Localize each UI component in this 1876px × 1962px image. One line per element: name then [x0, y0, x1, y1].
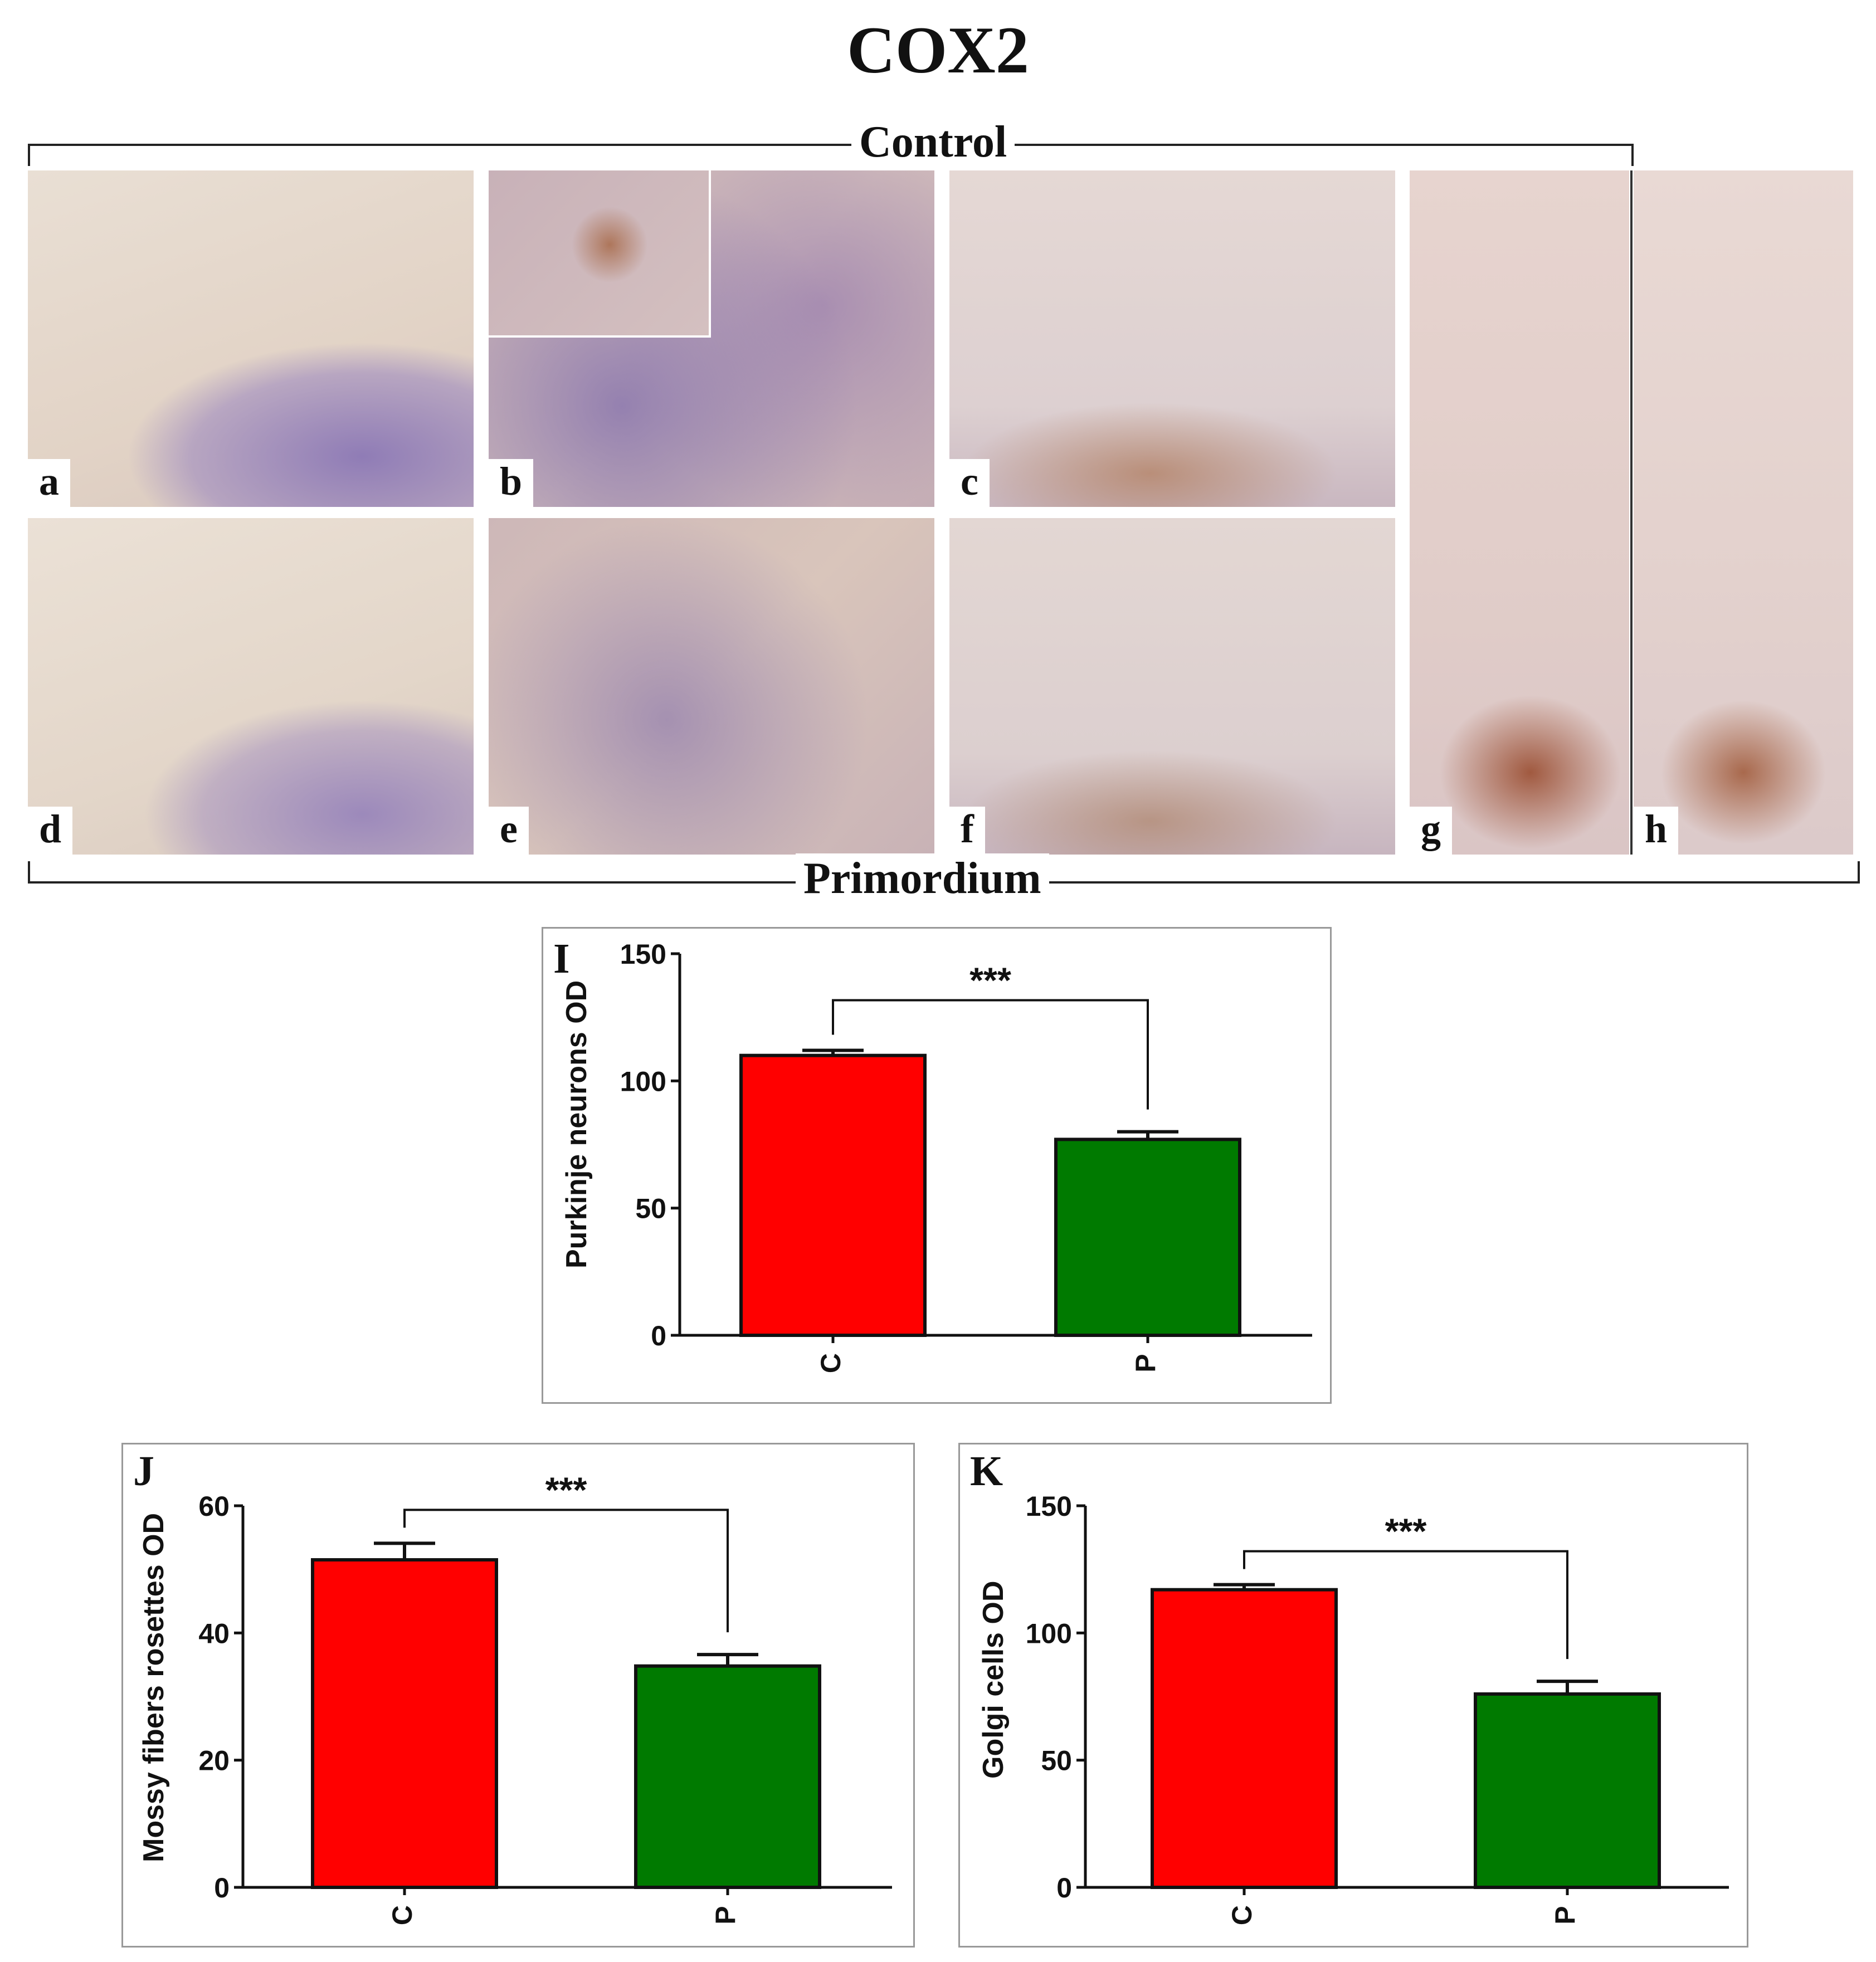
y-tick-label: 40 — [198, 1618, 230, 1649]
chart-I: 0 50 100 150 C P *** — [620, 939, 1312, 1373]
x-tick-label: C — [1226, 1905, 1258, 1925]
micrograph-b-inset — [489, 170, 711, 338]
panel-label-a: a — [28, 459, 70, 507]
figure-title: COX2 — [847, 13, 1029, 87]
panel-label-d: d — [28, 807, 73, 855]
x-tick-label: P — [1130, 1354, 1161, 1372]
chart-I-label: I — [553, 935, 570, 982]
micrograph-b: b — [489, 170, 934, 507]
panel-label-c: c — [949, 459, 990, 507]
y-tick-label: 60 — [198, 1491, 230, 1522]
bar — [634, 1664, 821, 1889]
bar — [739, 1053, 927, 1338]
chart-box-K: 0 50 100 150 C P *** K Golgi cells OD — [958, 1443, 1748, 1948]
panel-divider — [1630, 170, 1633, 855]
micrograph-e: e — [489, 518, 934, 855]
micrograph-f: f — [949, 518, 1395, 855]
bar — [311, 1558, 498, 1889]
significance-bracket — [1243, 1550, 1568, 1660]
x-tick-label: C — [387, 1905, 418, 1925]
control-bracket — [28, 144, 1634, 166]
y-tick-label: 50 — [1041, 1745, 1072, 1776]
x-tick-label: P — [1549, 1906, 1581, 1924]
chart-J: 0 20 40 60 C P *** — [198, 1470, 892, 1925]
panel-label-h: h — [1634, 807, 1679, 855]
y-tick-label: 150 — [620, 939, 666, 970]
significance-label: *** — [545, 1470, 587, 1510]
significance-label: *** — [1385, 1511, 1427, 1551]
panel-label-b: b — [489, 459, 534, 507]
y-tick-label: 50 — [635, 1193, 666, 1224]
y-tick-label: 0 — [651, 1320, 666, 1351]
y-tick-label: 0 — [214, 1872, 230, 1904]
chart-K: 0 50 100 150 C P *** — [1026, 1491, 1729, 1925]
panel-label-g: g — [1410, 807, 1452, 855]
chart-box-J: 0 20 40 60 C P *** J Mossy fibers rosettes OD — [121, 1443, 915, 1948]
significance-bracket — [832, 999, 1149, 1110]
x-tick-label: C — [815, 1353, 846, 1373]
significance-label: *** — [969, 960, 1011, 1000]
micrograph-c: c — [949, 170, 1395, 507]
bar — [1151, 1588, 1338, 1889]
bar — [1054, 1138, 1241, 1337]
panel-label-f: f — [949, 807, 985, 855]
control-group-label: Control — [851, 117, 1015, 167]
y-tick-label: 100 — [620, 1066, 666, 1097]
micrograph-g: g — [1410, 170, 1629, 855]
micrograph-a: a — [28, 170, 474, 507]
micrograph-h: h — [1634, 170, 1853, 855]
chart-J-label: J — [133, 1448, 154, 1495]
panel-label-e: e — [489, 807, 529, 855]
chart-K-label: K — [970, 1448, 1003, 1495]
bar — [1474, 1692, 1661, 1889]
chart-K-ylabel: Golgi cells OD — [977, 1580, 1010, 1779]
x-tick-label: P — [710, 1906, 741, 1924]
significance-bracket — [403, 1509, 729, 1633]
y-tick-label: 20 — [198, 1745, 230, 1776]
y-tick-label: 150 — [1026, 1491, 1072, 1522]
micrograph-d: d — [28, 518, 474, 855]
y-tick-label: 100 — [1026, 1618, 1072, 1649]
chart-I-ylabel: Purkinje neurons OD — [561, 980, 593, 1268]
primordium-group-label: Primordium — [796, 853, 1049, 904]
y-tick-label: 0 — [1056, 1872, 1072, 1904]
chart-box-I: 0 50 100 150 C P *** I Purkinje neurons OD — [542, 927, 1332, 1404]
chart-J-ylabel: Mossy fibers rosettes OD — [138, 1512, 170, 1862]
